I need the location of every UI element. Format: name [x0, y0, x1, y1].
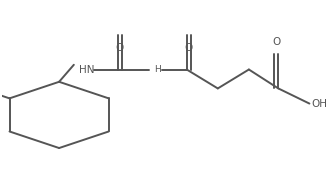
Text: HN: HN: [79, 65, 94, 74]
Text: H: H: [154, 65, 161, 74]
Text: O: O: [116, 43, 124, 53]
Text: O: O: [185, 43, 193, 53]
Text: O: O: [272, 37, 281, 47]
Text: OH: OH: [311, 98, 327, 108]
